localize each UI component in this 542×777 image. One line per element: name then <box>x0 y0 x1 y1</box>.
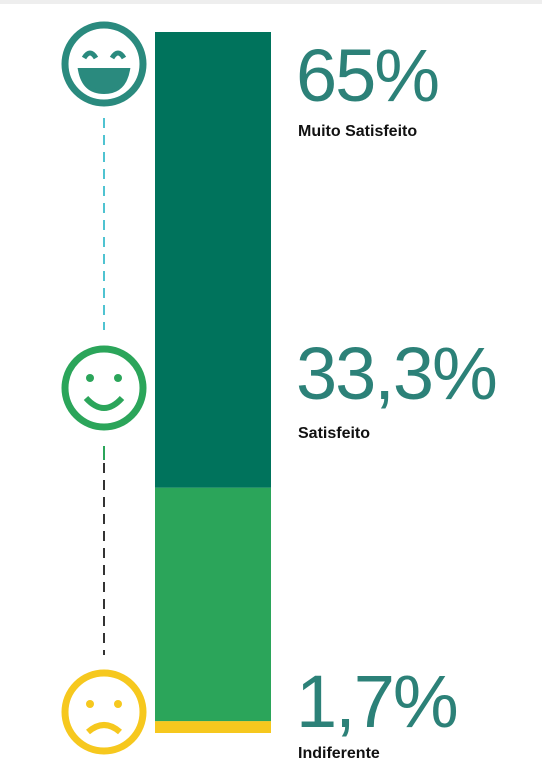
category-label: Indiferente <box>298 745 380 762</box>
icon-happy <box>61 345 147 431</box>
value-label: 33,3% <box>296 332 496 415</box>
top-edge <box>0 0 542 4</box>
bar-segment <box>155 32 271 488</box>
bar-segment <box>155 487 271 722</box>
icon-very-happy <box>61 21 147 107</box>
value-label: 1,7% <box>296 660 457 743</box>
bar-segment <box>155 721 271 733</box>
value-label: 65% <box>296 34 438 117</box>
category-label: Muito Satisfeito <box>298 123 417 140</box>
icon-indifferent <box>61 669 147 755</box>
category-label: Satisfeito <box>298 425 370 442</box>
